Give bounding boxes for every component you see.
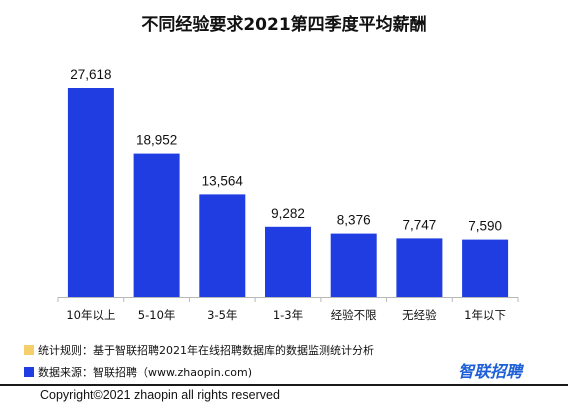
rule-note-swatch [24, 345, 34, 355]
zhaopin-logo: 智联招聘 [458, 362, 523, 381]
value-label-7: 7,590 [468, 219, 502, 234]
bar-4 [265, 226, 311, 297]
statistics-rule-text: 统计规则：基于智联招聘2021年在线招聘数据库的数据监测统计分析 [38, 344, 374, 357]
footer-divider [0, 384, 568, 386]
x-tick-label-3: 3-5年 [207, 308, 237, 322]
data-source-text: 数据来源：智联招聘（www.zhaopin.com) [38, 366, 252, 379]
x-tick-label-5: 经验不限 [331, 308, 377, 322]
x-tick-label-7: 1年以下 [464, 308, 506, 322]
x-axis [57, 297, 519, 302]
value-label-6: 7,747 [403, 217, 437, 232]
value-label-1: 27,618 [70, 67, 111, 82]
bar-chart: 不同经验要求2021第四季度平均薪酬 27,618 18,952 13,564 9,2… [57, 14, 519, 322]
bar-6 [396, 238, 443, 297]
source-note-swatch [24, 367, 34, 377]
value-label-4: 9,282 [271, 206, 305, 221]
copyright-text: Copyright©2021 zhaopin all rights reserv… [40, 388, 280, 402]
x-tick-labels: 10年以上 5-10年 3-5年 1-3年 经验不限 无经验 1年以下 [66, 308, 506, 322]
value-label-3: 13,564 [202, 173, 244, 188]
value-label-2: 18,952 [136, 133, 177, 148]
value-label-5: 8,376 [337, 213, 371, 228]
data-source-note: 数据来源：智联招聘（www.zhaopin.com) [24, 364, 252, 380]
bars-layer [67, 88, 509, 297]
x-tick-label-2: 5-10年 [138, 308, 176, 322]
bar-5 [330, 233, 377, 297]
value-labels-layer: 27,618 18,952 13,564 9,282 8,376 7,747 7,590 [70, 67, 502, 234]
bar-3 [199, 194, 246, 297]
chart-title: 不同经验要求2021第四季度平均薪酬 [141, 14, 426, 35]
x-tick-label-4: 1-3年 [273, 308, 303, 322]
x-tick-label-6: 无经验 [402, 308, 437, 322]
statistics-rule-note: 统计规则：基于智联招聘2021年在线招聘数据库的数据监测统计分析 [24, 342, 374, 358]
x-tick-label-1: 10年以上 [66, 308, 115, 322]
bar-1 [67, 88, 114, 297]
bar-2 [133, 153, 180, 297]
bar-7 [462, 239, 509, 297]
